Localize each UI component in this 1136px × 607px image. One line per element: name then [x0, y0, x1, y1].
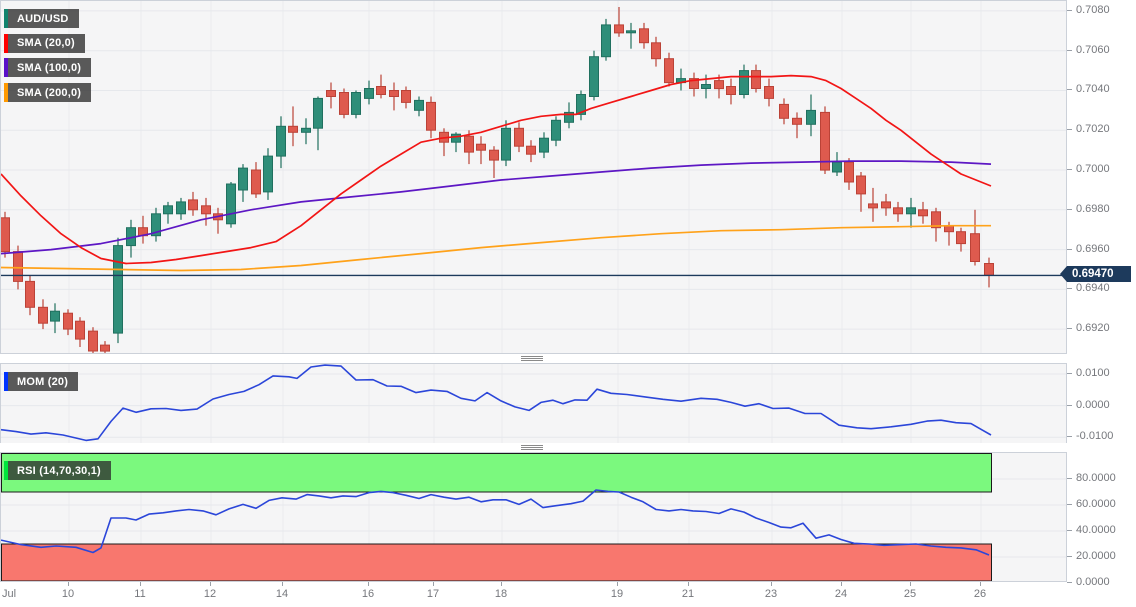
panel-resize-handle[interactable]: [521, 445, 543, 446]
x-axis-label: Jul: [2, 588, 17, 600]
y-axis-tick: [1067, 373, 1072, 374]
x-axis-tick: [210, 582, 211, 586]
candlestick-chart[interactable]: [1, 1, 1066, 353]
legend-badge-main-1[interactable]: SMA (20,0): [4, 33, 85, 53]
x-axis-tick: [368, 582, 369, 586]
x-axis-label: 24: [834, 588, 848, 600]
legend-color-swatch: [4, 9, 8, 28]
y-axis-label: -0.0100: [1076, 430, 1114, 442]
y-axis-label: 0.0100: [1076, 367, 1110, 379]
x-axis-tick: [68, 582, 69, 586]
x-axis-tick: [771, 582, 772, 586]
y-axis-tick: [1067, 582, 1072, 583]
panel-resize-handle[interactable]: [521, 356, 543, 357]
x-axis-tick: [617, 582, 618, 586]
legend-label: SMA (20,0): [17, 37, 75, 50]
x-axis-label: 17: [426, 588, 440, 600]
momentum-panel[interactable]: MOM (20): [0, 363, 1067, 444]
y-axis-label: 0.6940: [1076, 282, 1110, 294]
y-axis-label: 0.0000: [1076, 576, 1110, 588]
x-axis-tick: [910, 582, 911, 586]
x-axis-label: 19: [610, 588, 624, 600]
x-axis-label: 12: [203, 588, 217, 600]
main-chart-panel[interactable]: AUD/USD SMA (20,0) SMA (100,0) SMA (200,0): [0, 0, 1067, 354]
x-axis-label: 14: [275, 588, 289, 600]
y-axis-label: 0.6960: [1076, 243, 1110, 255]
y-axis-label: 0.7040: [1076, 83, 1110, 95]
y-axis-tick: [1067, 249, 1072, 250]
y-axis-label: 40.0000: [1076, 524, 1116, 536]
legend-color-swatch: [4, 461, 8, 480]
price-value: 0.69470: [1067, 265, 1131, 282]
price-arrow-icon: [1060, 265, 1067, 282]
y-axis-tick: [1067, 10, 1072, 11]
panel-divider: [0, 354, 1067, 363]
y-axis-tick: [1067, 50, 1072, 51]
rsi-panel[interactable]: RSI (14,70,30,1): [0, 452, 1067, 582]
rsi-chart[interactable]: [1, 453, 1066, 581]
x-axis-tick: [688, 582, 689, 586]
x-axis-label: 25: [903, 588, 917, 600]
current-price-label: 0.69470: [1060, 265, 1131, 282]
x-axis-label: 21: [681, 588, 695, 600]
x-axis-label: 23: [764, 588, 778, 600]
x-axis-label: 11: [134, 588, 146, 600]
y-axis-label: 0.7080: [1076, 4, 1110, 16]
y-axis-label: 80.0000: [1076, 472, 1116, 484]
y-axis-tick: [1067, 169, 1072, 170]
legend-label: AUD/USD: [17, 12, 69, 25]
x-axis-tick: [433, 582, 434, 586]
y-axis-tick: [1067, 556, 1072, 557]
x-axis-tick: [841, 582, 842, 586]
y-axis-tick: [1067, 209, 1072, 210]
legend-label: SMA (200,0): [17, 86, 82, 99]
x-axis-tick: [140, 582, 141, 586]
legend-label: SMA (100,0): [17, 61, 82, 74]
momentum-chart[interactable]: [1, 364, 1066, 443]
y-axis-tick: [1067, 288, 1072, 289]
legend-badge-mom-0[interactable]: MOM (20): [4, 372, 79, 391]
panel-divider: [0, 443, 1067, 452]
y-axis-label: 0.7020: [1076, 123, 1110, 135]
legend-badge-main-0[interactable]: AUD/USD: [4, 9, 79, 28]
y-axis-label: 0.6980: [1076, 203, 1110, 215]
y-axis-tick: [1067, 129, 1072, 130]
legend-label: RSI (14,70,30,1): [17, 464, 101, 477]
legend-color-swatch: [4, 33, 8, 53]
legend-color-swatch: [4, 58, 8, 78]
y-axis-tick: [1067, 89, 1072, 90]
y-axis-tick: [1067, 436, 1072, 437]
x-axis-tick: [501, 582, 502, 586]
y-axis-tick: [1067, 530, 1072, 531]
x-axis-label: 16: [361, 588, 375, 600]
legend-badge-main-3[interactable]: SMA (200,0): [4, 83, 92, 103]
x-axis-label: 26: [973, 588, 987, 600]
legend-color-swatch: [4, 372, 8, 391]
legend-label: MOM (20): [17, 375, 69, 388]
x-axis-tick: [980, 582, 981, 586]
x-axis-label: 10: [61, 588, 75, 600]
y-axis-tick: [1067, 328, 1072, 329]
y-axis-tick: [1067, 504, 1072, 505]
x-axis-tick: [282, 582, 283, 586]
y-axis-tick: [1067, 405, 1072, 406]
y-axis-label: 20.0000: [1076, 550, 1116, 562]
legend-color-swatch: [4, 83, 8, 103]
y-axis-tick: [1067, 478, 1072, 479]
y-axis-label: 0.7060: [1076, 44, 1110, 56]
x-axis-label: 18: [494, 588, 508, 600]
y-axis-label: 0.6920: [1076, 322, 1110, 334]
y-axis-label: 0.7000: [1076, 163, 1110, 175]
legend-badge-main-2[interactable]: SMA (100,0): [4, 58, 92, 78]
y-axis-label: 0.0000: [1076, 399, 1110, 411]
y-axis-label: 60.0000: [1076, 498, 1116, 510]
legend-badge-rsi-0[interactable]: RSI (14,70,30,1): [4, 461, 111, 480]
